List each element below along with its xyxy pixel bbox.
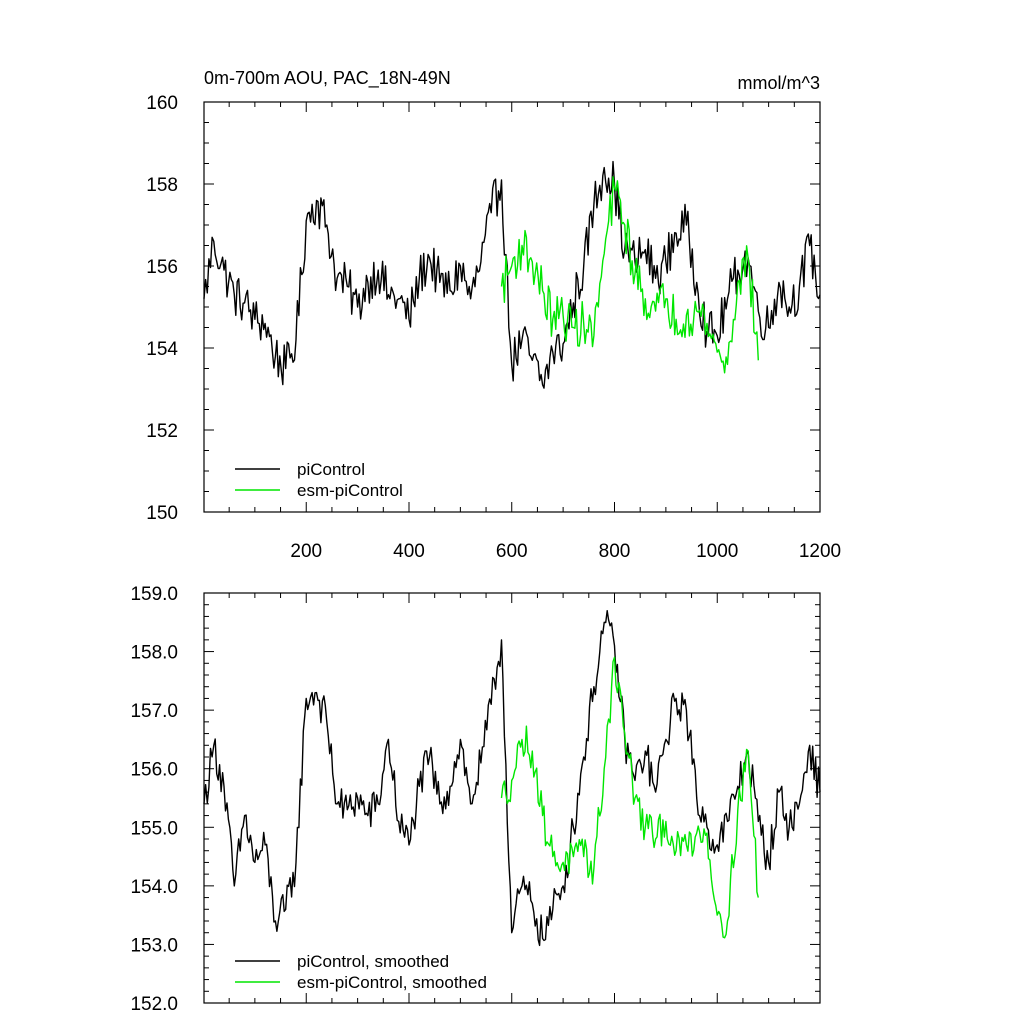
top-chart-units: mmol/m^3 <box>738 73 820 93</box>
bottom-series-line-esm-picontrol-smoothed <box>500 656 759 939</box>
top-panel: 0m-700m AOU, PAC_18N-49N mmol/m^3 150 152… <box>146 68 841 562</box>
bottom-ticks-layer: 152.0 153.0 154.0 155.0 156.0 157.0 158.0 159.0 <box>130 584 821 1015</box>
bottom-legend: piControl, smoothed esm-piControl, smoot… <box>235 952 487 992</box>
top-y-tick-label: 154 <box>146 339 178 360</box>
top-legend-label-picontrol: piControl <box>297 460 365 479</box>
top-x-tick-label: 1200 <box>799 541 841 562</box>
top-series-line-picontrol <box>203 160 821 389</box>
top-ticks-layer: 150 152 154 156 158 160 200 400 600 800 1000 1200 <box>146 93 841 562</box>
top-x-tick-label: 400 <box>393 541 425 562</box>
bottom-panel: 152.0 153.0 154.0 155.0 156.0 157.0 158.0 159.0… <box>130 584 821 1015</box>
top-y-tick-label: 160 <box>146 93 178 114</box>
bottom-legend-label-esm-picontrol: esm-piControl, smoothed <box>297 973 487 992</box>
bottom-y-tick-label: 155.0 <box>130 818 178 839</box>
bottom-series-line-picontrol-smoothed <box>203 610 821 947</box>
bottom-y-tick-label: 154.0 <box>130 877 178 898</box>
top-chart-title: 0m-700m AOU, PAC_18N-49N <box>204 68 451 89</box>
bottom-y-tick-label: 159.0 <box>130 584 178 605</box>
top-legend: piControl esm-piControl <box>235 460 403 500</box>
bottom-y-tick-label: 152.0 <box>130 994 178 1015</box>
top-plot-frame <box>203 101 821 513</box>
top-y-tick-label: 150 <box>146 503 178 524</box>
bottom-legend-label-picontrol: piControl, smoothed <box>297 952 449 971</box>
bottom-y-tick-label: 156.0 <box>130 760 178 781</box>
top-legend-label-esm-picontrol: esm-piControl <box>297 481 403 500</box>
bottom-series-layer <box>203 610 821 947</box>
bottom-plot-frame <box>203 592 821 1004</box>
bottom-y-tick-label: 158.0 <box>130 643 178 664</box>
top-series-layer <box>203 160 821 389</box>
top-series-line-esm-picontrol <box>500 176 759 374</box>
top-y-tick-label: 158 <box>146 175 178 196</box>
top-x-tick-label: 200 <box>290 541 322 562</box>
bottom-y-tick-label: 153.0 <box>130 935 178 956</box>
top-y-tick-label: 156 <box>146 257 178 278</box>
top-x-tick-label: 800 <box>599 541 631 562</box>
top-x-tick-label: 1000 <box>696 541 738 562</box>
top-y-tick-label: 152 <box>146 421 178 442</box>
bottom-y-tick-label: 157.0 <box>130 701 178 722</box>
top-x-tick-label: 600 <box>496 541 528 562</box>
